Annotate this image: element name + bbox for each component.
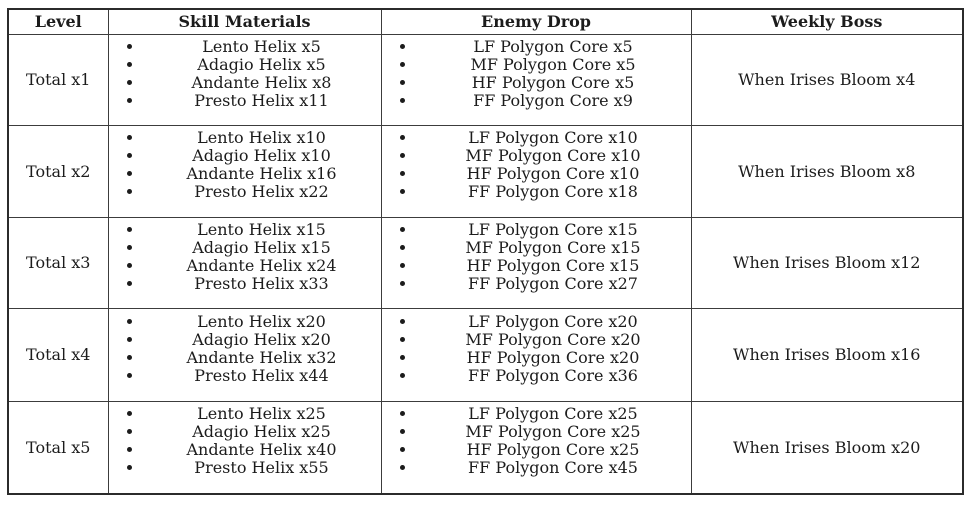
material-item: Adagio Helix x10	[144, 147, 380, 165]
material-item: LF Polygon Core x10	[417, 129, 690, 147]
material-item: LF Polygon Core x20	[417, 312, 690, 331]
material-item: Presto Helix x33	[144, 274, 380, 293]
enemy-drop-cell: LF Polygon Core x5MF Polygon Core x5HF P…	[380, 33, 692, 126]
material-list: LF Polygon Core x25MF Polygon Core x25HF…	[383, 405, 690, 477]
skill-materials-cell: Lento Helix x10Adagio Helix x10Andante H…	[107, 124, 382, 218]
material-item: Presto Helix x55	[144, 459, 380, 477]
material-item: Andante Helix x40	[144, 441, 380, 459]
level-cell: Total x1	[7, 33, 109, 126]
material-item: HF Polygon Core x5	[417, 73, 690, 92]
column-header-level: Level	[7, 8, 109, 35]
material-item: FF Polygon Core x36	[417, 366, 690, 385]
material-item: FF Polygon Core x9	[417, 91, 690, 110]
material-item: HF Polygon Core x20	[417, 348, 690, 367]
material-item: Presto Helix x44	[144, 366, 380, 385]
material-item: Adagio Helix x15	[144, 238, 380, 257]
enemy-drop-cell: LF Polygon Core x20MF Polygon Core x20HF…	[380, 307, 692, 402]
material-list: Lento Helix x5Adagio Helix x5Andante Hel…	[110, 37, 380, 110]
material-item: FF Polygon Core x27	[417, 274, 690, 293]
enemy-drop-cell: LF Polygon Core x10MF Polygon Core x10HF…	[380, 124, 692, 218]
material-item: Andante Helix x16	[144, 165, 380, 183]
column-header-weekly-boss: Weekly Boss	[690, 8, 964, 35]
material-item: Adagio Helix x20	[144, 330, 380, 349]
level-cell: Total x4	[7, 307, 109, 402]
material-item: LF Polygon Core x5	[417, 37, 690, 56]
column-header-skill-materials: Skill Materials	[107, 8, 382, 35]
table-body: Total x1Lento Helix x5Adagio Helix x5And…	[7, 33, 964, 495]
level-cell: Total x3	[7, 216, 109, 309]
weekly-boss-cell: When Irises Bloom x8	[690, 124, 964, 218]
table-row: Total x1Lento Helix x5Adagio Helix x5And…	[7, 33, 964, 126]
skill-materials-cell: Lento Helix x5Adagio Helix x5Andante Hel…	[107, 33, 382, 126]
skill-materials-cell: Lento Helix x25Adagio Helix x25Andante H…	[107, 400, 382, 495]
material-list: LF Polygon Core x15MF Polygon Core x15HF…	[383, 220, 690, 293]
weekly-boss-cell: When Irises Bloom x12	[690, 216, 964, 309]
material-item: Lento Helix x25	[144, 405, 380, 423]
material-list: Lento Helix x10Adagio Helix x10Andante H…	[110, 129, 380, 201]
weekly-boss-cell: When Irises Bloom x16	[690, 307, 964, 402]
material-item: LF Polygon Core x15	[417, 220, 690, 239]
material-item: MF Polygon Core x25	[417, 423, 690, 441]
material-item: Lento Helix x15	[144, 220, 380, 239]
enemy-drop-cell: LF Polygon Core x25MF Polygon Core x25HF…	[380, 400, 692, 495]
material-item: LF Polygon Core x25	[417, 405, 690, 423]
material-item: Andante Helix x24	[144, 256, 380, 275]
material-item: Andante Helix x32	[144, 348, 380, 367]
material-item: Lento Helix x5	[144, 37, 380, 56]
table-row: Total x2Lento Helix x10Adagio Helix x10A…	[7, 124, 964, 218]
material-item: Presto Helix x11	[144, 91, 380, 110]
enemy-drop-cell: LF Polygon Core x15MF Polygon Core x15HF…	[380, 216, 692, 309]
material-item: Adagio Helix x25	[144, 423, 380, 441]
material-list: LF Polygon Core x20MF Polygon Core x20HF…	[383, 312, 690, 385]
level-cell: Total x2	[7, 124, 109, 218]
weekly-boss-cell: When Irises Bloom x20	[690, 400, 964, 495]
material-list: LF Polygon Core x5MF Polygon Core x5HF P…	[383, 37, 690, 110]
material-item: FF Polygon Core x18	[417, 183, 690, 201]
table-row: Total x4Lento Helix x20Adagio Helix x20A…	[7, 307, 964, 402]
skill-materials-cell: Lento Helix x20Adagio Helix x20Andante H…	[107, 307, 382, 402]
skill-materials-cell: Lento Helix x15Adagio Helix x15Andante H…	[107, 216, 382, 309]
material-item: MF Polygon Core x10	[417, 147, 690, 165]
material-item: HF Polygon Core x25	[417, 441, 690, 459]
weekly-boss-cell: When Irises Bloom x4	[690, 33, 964, 126]
material-item: Adagio Helix x5	[144, 55, 380, 74]
material-item: Presto Helix x22	[144, 183, 380, 201]
column-header-enemy-drop: Enemy Drop	[380, 8, 692, 35]
material-item: Lento Helix x20	[144, 312, 380, 331]
material-list: Lento Helix x25Adagio Helix x25Andante H…	[110, 405, 380, 477]
material-item: Lento Helix x10	[144, 129, 380, 147]
material-item: HF Polygon Core x15	[417, 256, 690, 275]
material-list: Lento Helix x15Adagio Helix x15Andante H…	[110, 220, 380, 293]
table-row: Total x5Lento Helix x25Adagio Helix x25A…	[7, 400, 964, 495]
material-item: FF Polygon Core x45	[417, 459, 690, 477]
material-item: MF Polygon Core x5	[417, 55, 690, 74]
materials-table: Level Skill Materials Enemy Drop Weekly …	[7, 8, 964, 495]
material-item: MF Polygon Core x20	[417, 330, 690, 349]
level-cell: Total x5	[7, 400, 109, 495]
material-item: MF Polygon Core x15	[417, 238, 690, 257]
header-row: Level Skill Materials Enemy Drop Weekly …	[7, 8, 964, 35]
material-list: Lento Helix x20Adagio Helix x20Andante H…	[110, 312, 380, 385]
material-item: HF Polygon Core x10	[417, 165, 690, 183]
material-list: LF Polygon Core x10MF Polygon Core x10HF…	[383, 129, 690, 201]
material-item: Andante Helix x8	[144, 73, 380, 92]
table-row: Total x3Lento Helix x15Adagio Helix x15A…	[7, 216, 964, 309]
